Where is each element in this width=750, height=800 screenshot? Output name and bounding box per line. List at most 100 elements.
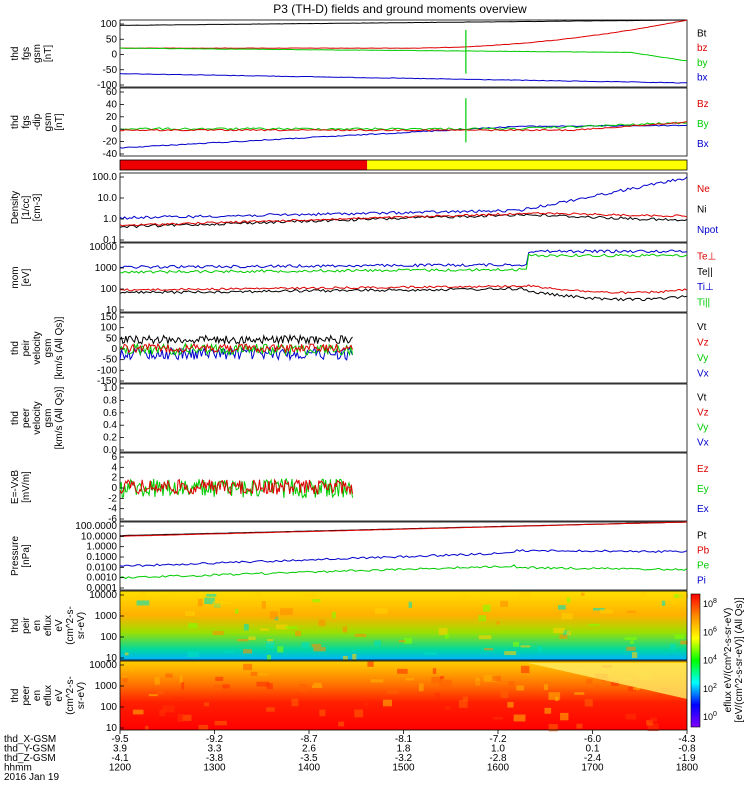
ytick-label: 10.0 bbox=[98, 193, 118, 204]
ylabel-line: thd bbox=[10, 619, 21, 633]
spectrogram-cell bbox=[562, 630, 570, 637]
panel-frame bbox=[119, 242, 688, 313]
ytick-label: 50 bbox=[106, 333, 118, 344]
spectrogram-cell bbox=[548, 692, 561, 700]
legend-entry-Vz: Vz bbox=[697, 408, 709, 419]
ytick-label: 1.0 bbox=[103, 214, 117, 225]
legend-entry-Ti||: Ti|| bbox=[697, 297, 710, 308]
colorbar-tick: 104 bbox=[703, 655, 717, 666]
panel-p10: 10000 1000 100 10 thd peir en eflux eV (cm^2-s-sr… bbox=[10, 590, 689, 664]
spectrogram-cell bbox=[179, 675, 183, 683]
spectrogram-cell bbox=[548, 724, 558, 732]
legend-entry-By: By bbox=[697, 119, 709, 130]
legend-entry-Te⊥: Te⊥ bbox=[697, 252, 716, 263]
panel-p7: 1.00.8 0.60.4 0.20.0 thd peer velocity gsm [km/… bbox=[10, 383, 709, 456]
spectrogram-cell bbox=[624, 637, 637, 640]
legend-entry-Vt: Vt bbox=[697, 393, 707, 404]
spectrogram-cell bbox=[500, 690, 509, 699]
ytick-label: 100 bbox=[100, 632, 117, 643]
spectrogram-cell bbox=[212, 601, 223, 607]
spectrogram-cell bbox=[374, 608, 388, 614]
spectrogram-cell bbox=[266, 683, 273, 690]
ephem-value: 1400 bbox=[298, 763, 321, 774]
ylabel-line: thd bbox=[10, 115, 21, 129]
spectrogram-cell bbox=[513, 714, 526, 722]
ytick-label: -50 bbox=[103, 355, 118, 366]
ytick-label: 1000 bbox=[95, 681, 118, 692]
series-line-0 bbox=[119, 176, 688, 220]
ephem-value: -1.9 bbox=[678, 753, 696, 764]
spectrogram-cell bbox=[291, 698, 299, 707]
ylabel-line: fgs bbox=[21, 47, 32, 60]
spectrogram-cell bbox=[204, 597, 215, 605]
series-line-2 bbox=[119, 212, 688, 227]
spectrogram-cell bbox=[338, 721, 345, 727]
series-line-1 bbox=[119, 342, 353, 357]
spectrogram-cell bbox=[646, 720, 653, 726]
ytick-label: -20 bbox=[103, 137, 118, 148]
spectrogram-cell bbox=[301, 642, 310, 649]
panel-frame bbox=[119, 87, 688, 157]
ytick-label: -150 bbox=[97, 376, 117, 387]
legend-entry-Vz: Vz bbox=[697, 337, 709, 348]
ylabel-line: peir bbox=[21, 616, 32, 633]
spectrogram-cell bbox=[148, 694, 158, 697]
spectrogram-cell bbox=[543, 684, 549, 691]
ylabel-line: eV bbox=[54, 689, 65, 702]
ytick-label: 0.1 bbox=[103, 235, 117, 246]
ytick-label: 10 bbox=[106, 723, 118, 734]
series-line-3 bbox=[119, 564, 688, 580]
spectrogram-cell bbox=[576, 723, 583, 729]
ytick-label: 4 bbox=[111, 462, 117, 473]
spectrogram-cell bbox=[319, 709, 326, 717]
spectrogram-cell bbox=[588, 623, 600, 627]
spectrogram-cell bbox=[493, 716, 503, 720]
ytick-label: 20 bbox=[106, 112, 118, 123]
spectrogram-cell bbox=[235, 608, 239, 614]
panel-frame bbox=[119, 452, 688, 522]
panel-frame bbox=[119, 383, 688, 453]
spectrogram-cell bbox=[243, 663, 253, 671]
ytick-label: -40 bbox=[103, 149, 118, 160]
series-line-1 bbox=[119, 521, 688, 537]
ylabel-line: thd bbox=[10, 411, 21, 425]
series-line-1 bbox=[120, 19, 688, 49]
panel-frame bbox=[119, 521, 688, 591]
ytick-label: 0.0 bbox=[103, 445, 117, 456]
ephem-value: -2.8 bbox=[489, 753, 507, 764]
panel-p3 bbox=[119, 159, 688, 171]
spectrogram-cell bbox=[520, 665, 530, 674]
spectrogram-cell bbox=[500, 600, 509, 607]
spectrogram-cell bbox=[507, 701, 514, 708]
legend-entry-bz: bz bbox=[697, 43, 708, 54]
spectrogram-cell bbox=[313, 682, 322, 686]
spectrogram-cell bbox=[504, 651, 517, 656]
ytick-label: 100 bbox=[100, 19, 117, 30]
spectrogram-cell bbox=[311, 643, 322, 648]
spectrogram-cell bbox=[593, 608, 605, 611]
ephem-value: 1500 bbox=[392, 763, 415, 774]
ylabel-line: en bbox=[32, 620, 43, 631]
legend-entry-Te||: Te|| bbox=[697, 267, 713, 278]
spectrogram-cell bbox=[374, 640, 382, 647]
spectrogram-cell bbox=[130, 667, 135, 672]
ytick-label: 60 bbox=[106, 87, 118, 98]
spectrogram-cell bbox=[458, 699, 468, 708]
ylabel-line: eflux bbox=[43, 685, 54, 706]
legend-entry-Ne: Ne bbox=[697, 184, 710, 195]
spectrogram-cell bbox=[122, 676, 128, 679]
ytick-label: -2 bbox=[108, 493, 117, 504]
ylabel-line: thd bbox=[10, 689, 21, 703]
ytick-label: 1.0 bbox=[103, 383, 117, 394]
series-line-2 bbox=[119, 47, 688, 62]
spectrogram-cell bbox=[574, 692, 585, 695]
spectrogram-cell bbox=[266, 707, 275, 712]
spectrogram-cell bbox=[187, 651, 200, 658]
legend-entry-by: by bbox=[697, 58, 708, 69]
panel-p4: 100.0 10.0 1.0 0.1 Density [1/cc] [cm-3] Ne Ni Np… bbox=[10, 172, 718, 246]
spectrogram-cell bbox=[352, 653, 357, 662]
legend-entry-Pt: Pt bbox=[697, 531, 707, 542]
spectrogram-cell bbox=[626, 646, 636, 651]
spectrogram-cell bbox=[136, 600, 150, 606]
spectrogram-cell bbox=[213, 684, 222, 690]
